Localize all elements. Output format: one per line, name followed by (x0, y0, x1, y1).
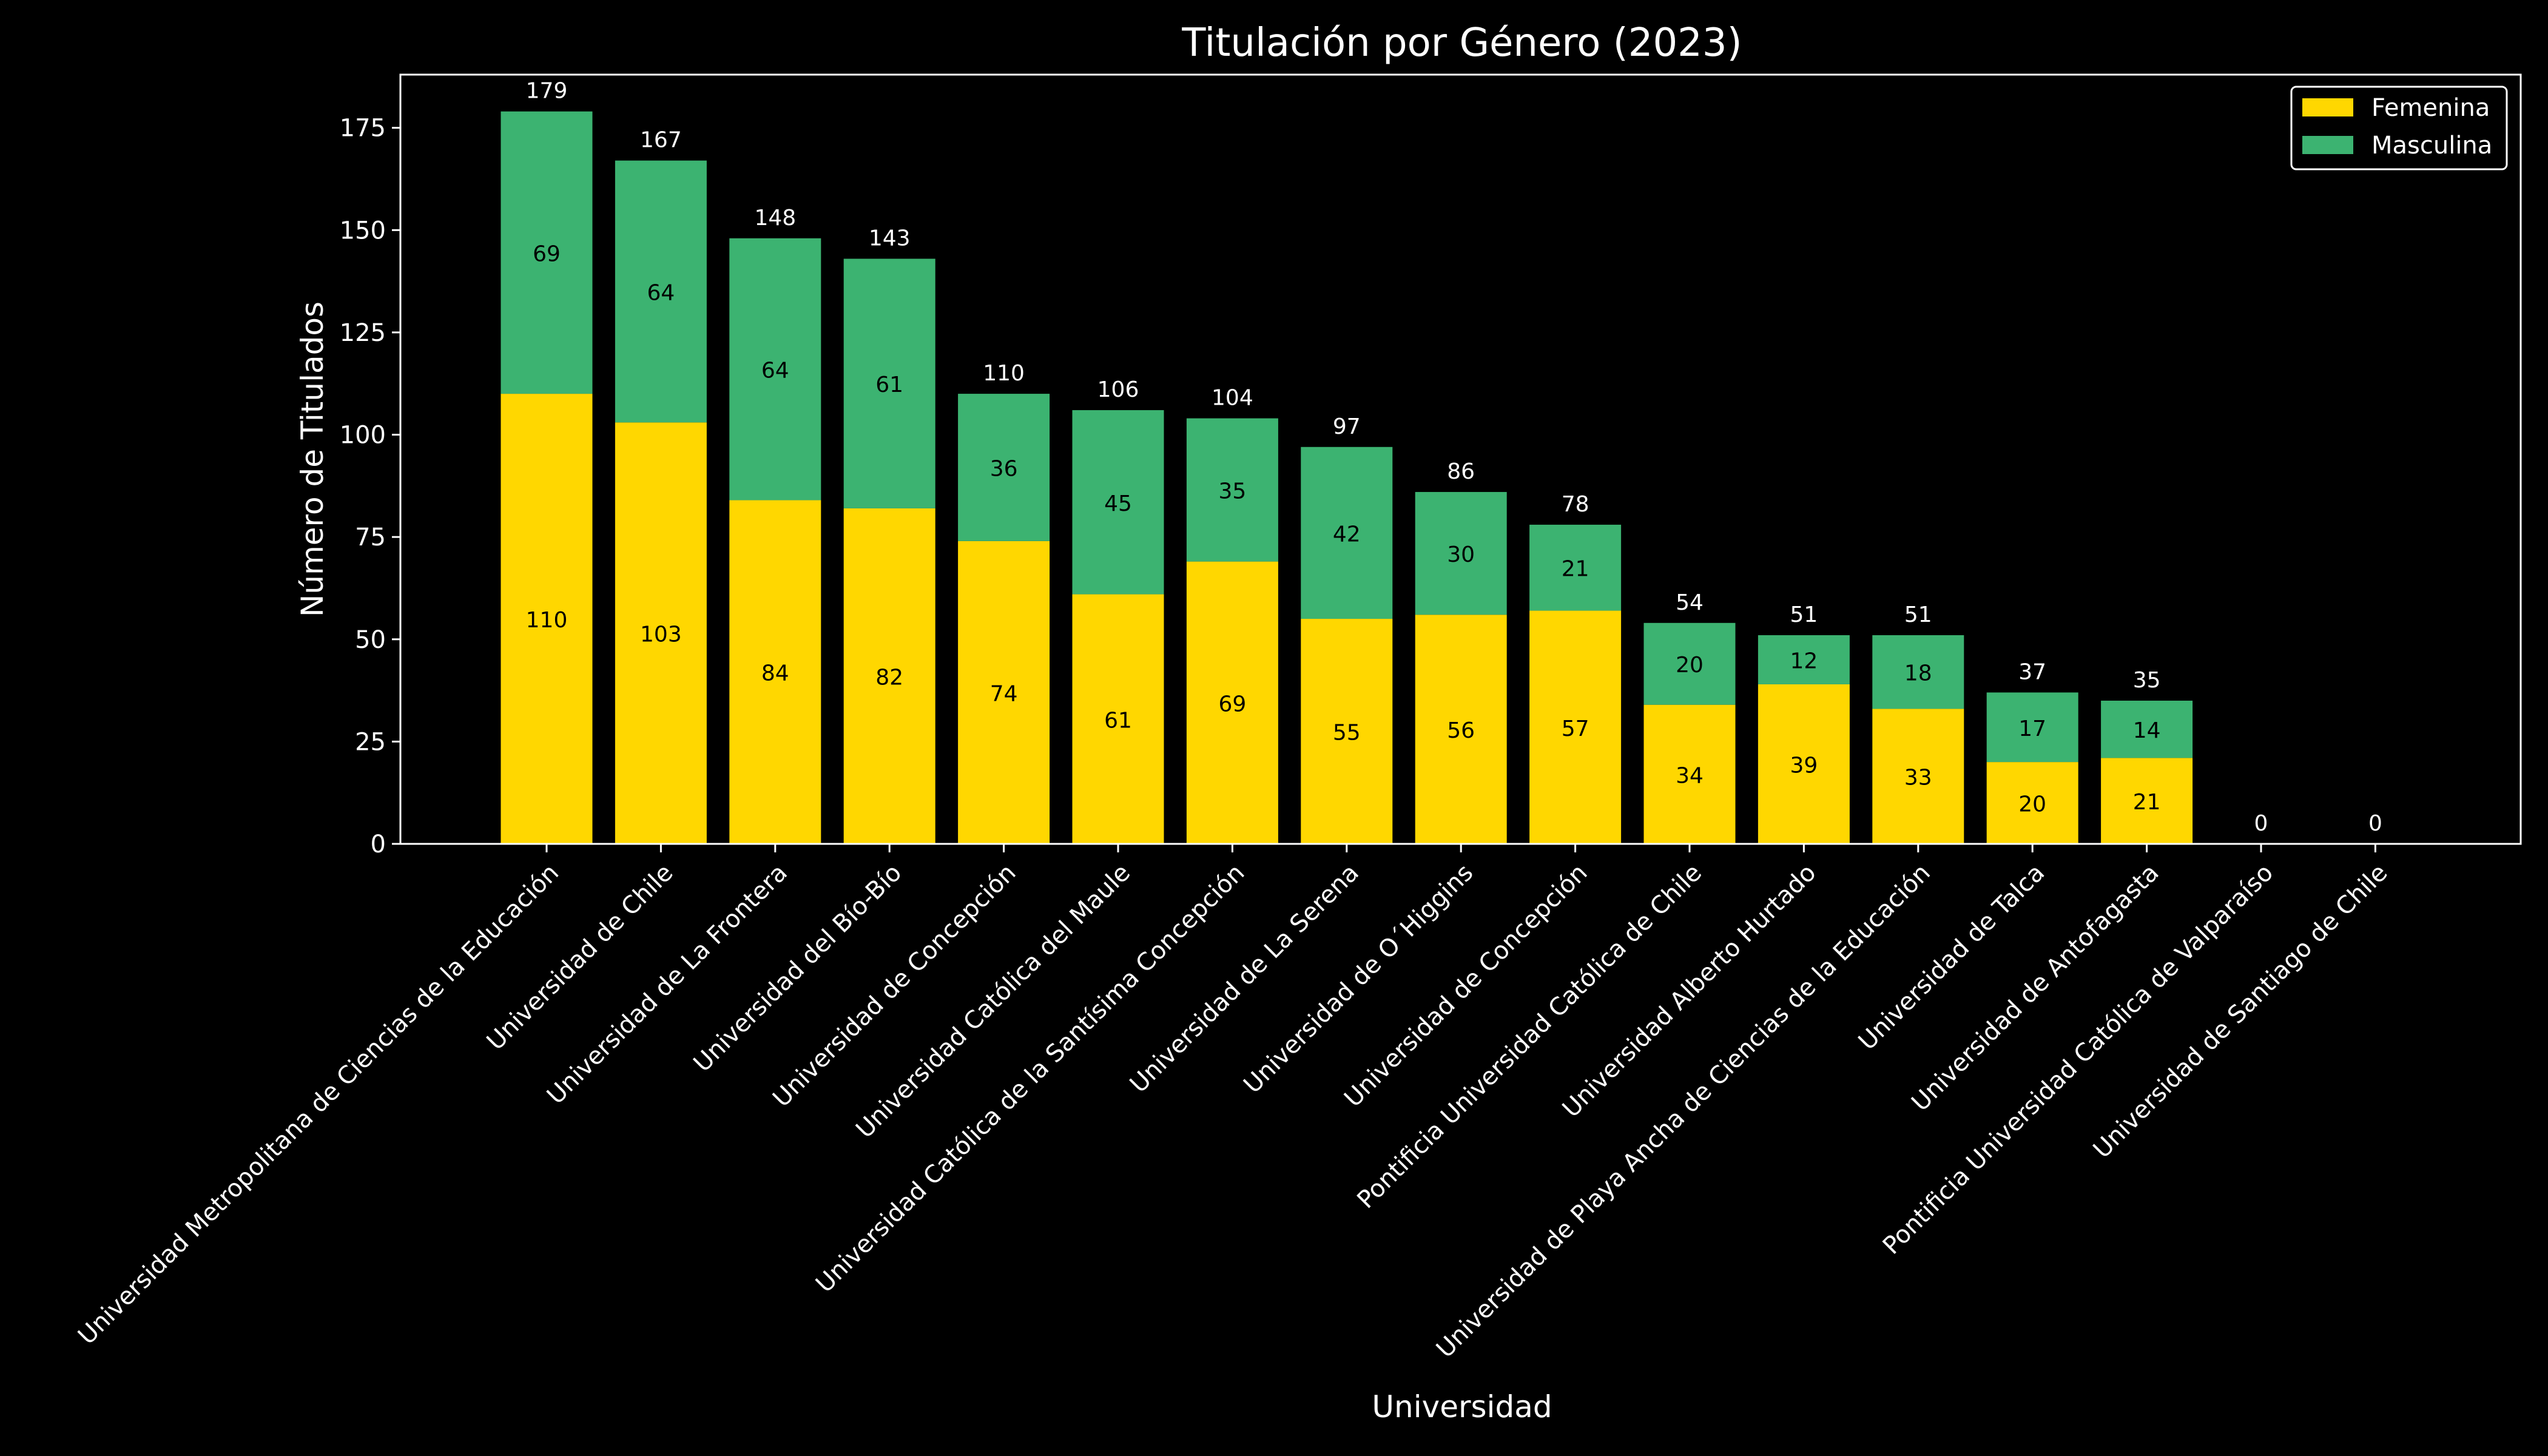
segment-label: 56 (1447, 718, 1475, 743)
legend-swatch-masculina (2302, 136, 2353, 154)
bar-femenina (2101, 758, 2193, 844)
total-label: 51 (1904, 602, 1932, 627)
bar-masculina (1072, 410, 1164, 595)
segment-label: 42 (1333, 522, 1361, 547)
segment-label: 39 (1790, 753, 1818, 778)
y-tick-label: 125 (340, 319, 386, 347)
bar-masculina (500, 111, 593, 394)
bar-femenina (1186, 561, 1278, 844)
legend: Femenina Masculina (2290, 86, 2508, 170)
segment-label: 18 (1904, 661, 1932, 686)
bar-femenina (1758, 684, 1850, 844)
segment-label: 45 (1104, 491, 1132, 516)
bar-masculina (2101, 700, 2193, 758)
legend-swatch-femenina (2302, 98, 2353, 116)
segment-label: 17 (2018, 716, 2046, 741)
segment-label: 74 (990, 681, 1018, 706)
segment-label: 64 (647, 280, 675, 305)
bar-femenina (1301, 619, 1393, 844)
segment-label: 20 (1676, 653, 1704, 678)
y-tick-label: 100 (340, 422, 386, 450)
bar-femenina (958, 541, 1050, 844)
y-tick-label: 50 (355, 626, 386, 654)
total-label: 86 (1447, 459, 1475, 484)
y-tick-label: 75 (355, 524, 386, 551)
segment-label: 12 (1790, 649, 1818, 673)
segment-label: 36 (990, 456, 1018, 481)
total-label: 0 (2254, 811, 2268, 836)
total-label: 167 (640, 128, 682, 153)
bar-femenina (615, 422, 707, 844)
segment-label: 21 (2133, 790, 2161, 815)
bar-femenina (1072, 594, 1164, 844)
bar-masculina (958, 394, 1050, 541)
total-label: 148 (754, 206, 796, 231)
segment-label: 64 (761, 359, 789, 383)
segment-label: 55 (1333, 721, 1361, 746)
bar-masculina (1301, 447, 1393, 619)
y-axis-label: Número de Titulados (295, 302, 330, 617)
bar-masculina (1186, 418, 1278, 562)
total-label: 35 (2133, 668, 2161, 693)
total-label: 104 (1212, 386, 1253, 411)
bar-femenina (1529, 610, 1622, 844)
y-tick-label: 175 (340, 115, 386, 143)
total-label: 54 (1676, 590, 1704, 615)
segment-label: 14 (2133, 718, 2161, 743)
segment-label: 61 (1104, 708, 1132, 733)
legend-label-masculina: Masculina (2371, 132, 2492, 160)
bar-femenina (843, 508, 935, 844)
y-tick-label: 0 (371, 831, 386, 858)
bar-femenina (1415, 615, 1507, 844)
segment-label: 33 (1904, 766, 1932, 790)
total-label: 97 (1333, 414, 1361, 439)
bar-masculina (843, 258, 935, 508)
chart-title: Titulación por Género (2023) (1181, 21, 1742, 66)
segment-label: 57 (1562, 716, 1589, 741)
x-axis-label: Universidad (1372, 1389, 1552, 1424)
segment-label: 34 (1676, 763, 1704, 788)
bar-masculina (1415, 491, 1507, 615)
total-label: 51 (1790, 602, 1818, 627)
segment-label: 30 (1447, 542, 1475, 567)
total-label: 143 (869, 226, 911, 251)
total-label: 0 (2368, 811, 2382, 836)
segment-label: 84 (761, 661, 789, 686)
y-tick-label: 150 (340, 217, 386, 244)
segment-label: 110 (526, 608, 568, 633)
total-label: 179 (526, 79, 568, 104)
bar-masculina (615, 160, 707, 423)
bar-masculina (1643, 622, 1736, 705)
segment-label: 61 (875, 372, 903, 397)
segment-label: 35 (1218, 479, 1246, 504)
total-label: 110 (983, 361, 1025, 386)
y-tick-label: 25 (355, 728, 386, 756)
bar-masculina (1758, 635, 1850, 684)
segment-label: 82 (875, 665, 903, 690)
segment-label: 69 (533, 241, 561, 266)
bar-masculina (729, 238, 821, 500)
legend-label-femenina: Femenina (2371, 94, 2490, 122)
segment-label: 21 (1562, 557, 1589, 582)
segment-label: 20 (2018, 792, 2046, 817)
segment-label: 103 (640, 622, 682, 647)
segment-label: 69 (1218, 692, 1246, 716)
bar-femenina (1643, 704, 1736, 844)
total-label: 78 (1562, 492, 1589, 517)
total-label: 106 (1097, 377, 1139, 402)
total-label: 37 (2018, 659, 2046, 684)
bar-femenina (729, 500, 821, 844)
bar-masculina (1986, 692, 2078, 763)
bar-masculina (1872, 635, 1964, 709)
bar-masculina (1529, 524, 1622, 611)
bar-femenina (500, 394, 593, 844)
bar-femenina (1986, 762, 2078, 844)
bar-femenina (1872, 709, 1964, 844)
